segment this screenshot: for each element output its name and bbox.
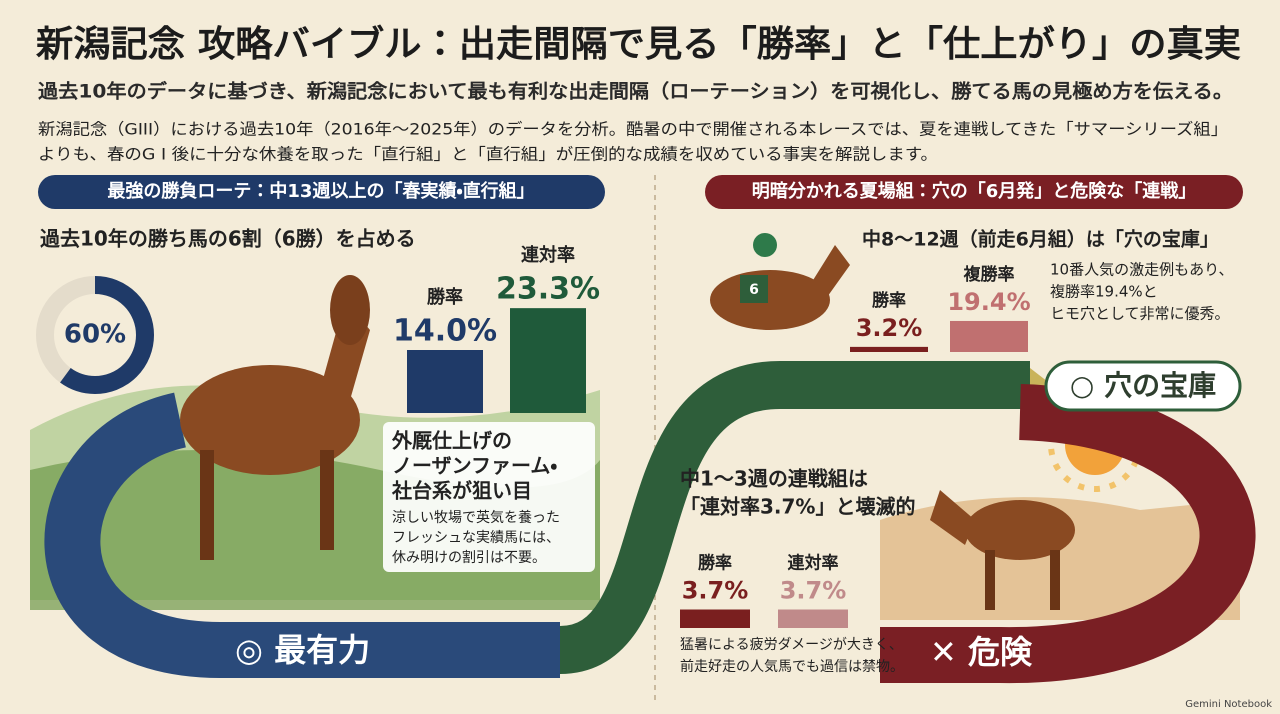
bar-name: 連対率 — [521, 244, 575, 266]
caption-text: フレッシュな実績馬には、 — [392, 530, 560, 546]
bar-name: 勝率 — [872, 290, 906, 311]
bar-name: 複勝率 — [963, 264, 1015, 285]
caption-title: ノーザンファーム・ — [392, 454, 557, 478]
note: ヒモ穴として非常に優秀。 — [1050, 305, 1230, 323]
bar-value-label: 3.7% — [682, 577, 749, 605]
track-red — [880, 384, 1256, 684]
subheading: 中1～3週の連戦組は — [680, 467, 868, 491]
bar — [950, 320, 1028, 352]
track-green — [558, 361, 1030, 674]
note: 前走好走の人気馬でも過信は禁物。 — [680, 658, 904, 675]
donut-label: 60% — [64, 320, 126, 350]
note: 猛暑による疲労ダメージが大きく、 — [680, 637, 903, 653]
bar-value-label: 14.0% — [393, 314, 497, 349]
bar — [778, 609, 848, 628]
bar-value-label: 19.4% — [947, 288, 1030, 316]
note: 複勝率19.4%と — [1050, 283, 1158, 301]
badge: ○ 穴の宝庫 — [1070, 369, 1216, 402]
badge: ✕ 危険 — [930, 633, 1033, 671]
description: よりも、春のG I 後に十分な休養を取った「直行組」と「直行組」が圧倒的な成績を… — [38, 145, 938, 164]
right-heading-pill — [705, 175, 1243, 209]
track-blue — [44, 392, 560, 678]
bar-name: 勝率 — [427, 286, 463, 308]
badge: ◎ 最有力 — [235, 631, 370, 669]
bar — [510, 308, 586, 413]
horse-illustration — [180, 275, 370, 560]
caption-box — [383, 422, 595, 572]
subheading: 「連対率3.7%」と壊滅的 — [680, 495, 915, 519]
saddle-number: 6 — [749, 282, 759, 298]
bar — [407, 350, 483, 413]
bar-value-label: 3.7% — [780, 577, 847, 605]
caption-title: 社台系が狙い目 — [391, 479, 532, 503]
racehorse-illustration — [710, 233, 850, 330]
bar — [850, 346, 928, 352]
caption-title: 外厩仕上げの — [391, 429, 512, 453]
title: 新潟記念 攻略バイブル：出走間隔で見る「勝率」と「仕上がり」の真実 — [36, 23, 1241, 65]
footer: Gemini Notebook — [1185, 699, 1272, 710]
bar-value-label: 3.2% — [856, 314, 923, 342]
bar-name: 連対率 — [788, 553, 839, 574]
bar-name: 勝率 — [698, 553, 732, 574]
caption-text: 涼しい牧場で英気を養った — [392, 509, 560, 526]
section-heading: 明暗分かれる夏場組：穴の「6月発」と危険な「連戦」 — [752, 180, 1197, 202]
tired-horse-illustration — [930, 490, 1075, 610]
description: 新潟記念（GIII）における過去10年（2016年～2025年）のデータを分析。… — [38, 120, 1228, 139]
bar-value-label: 23.3% — [496, 272, 600, 307]
subtitle: 過去10年のデータに基づき、新潟記念において最も有利な出走間隔（ローテーション）… — [38, 80, 1233, 103]
bar — [680, 609, 750, 628]
caption-text: 休み明けの割引は不要。 — [392, 550, 546, 566]
donut-arc — [36, 276, 154, 394]
note: 10番人気の激走例もあり、 — [1050, 261, 1234, 279]
subheading: 中8～12週（前走6月組）は「穴の宝庫」 — [862, 228, 1219, 251]
left-heading-pill — [38, 175, 605, 209]
section-heading: 最強の勝負ローテ：中13週以上の「春実績・直行組」 — [107, 180, 534, 202]
subheading: 過去10年の勝ち馬の6割（6勝）を占める — [40, 227, 416, 251]
badge-pill — [1044, 360, 1242, 412]
